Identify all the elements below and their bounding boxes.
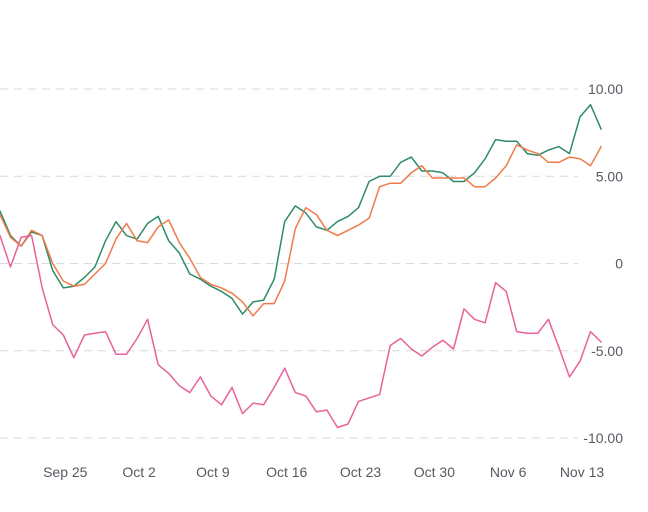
x-tick-label: Oct 2 [122,464,156,480]
series-line-3 [0,234,602,429]
series-lines [0,103,602,429]
y-tick-labels: 10.00 5.00 0 -5.00 -10.00 [583,81,623,446]
x-tick-label: Oct 30 [414,464,455,480]
x-tick-label: Nov 6 [490,464,527,480]
y-tick-label: -5.00 [591,343,623,359]
x-tick-label: Nov 13 [560,464,605,480]
x-tick-label: Oct 16 [266,464,307,480]
y-tick-label: 10.00 [588,81,623,97]
series-line-1 [0,103,602,315]
y-tick-label: -10.00 [583,430,623,446]
x-tick-labels: Sep 25 Oct 2 Oct 9 Oct 16 Oct 23 Oct 30 Nov 6 N… [43,464,604,480]
y-gridlines [0,88,578,439]
x-tick-label: Sep 25 [43,464,88,480]
y-tick-label: 0 [615,256,623,272]
series-line-2 [0,144,602,317]
x-tick-label: Oct 23 [340,464,381,480]
x-tick-label: Oct 9 [196,464,230,480]
y-tick-label: 5.00 [596,168,623,184]
